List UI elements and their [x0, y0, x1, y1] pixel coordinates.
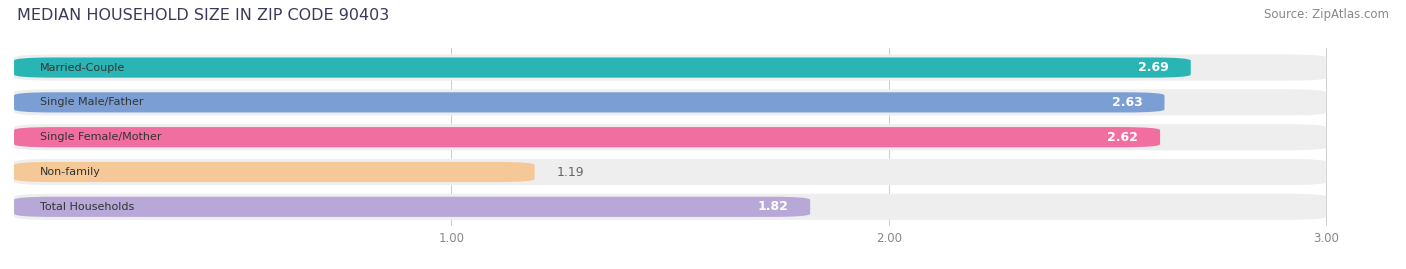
- Text: Single Female/Mother: Single Female/Mother: [41, 132, 162, 142]
- FancyBboxPatch shape: [14, 197, 810, 217]
- FancyBboxPatch shape: [14, 162, 534, 182]
- Text: 2.63: 2.63: [1112, 96, 1143, 109]
- FancyBboxPatch shape: [14, 124, 1326, 150]
- FancyBboxPatch shape: [14, 58, 1191, 78]
- Text: 2.69: 2.69: [1137, 61, 1168, 74]
- Text: Source: ZipAtlas.com: Source: ZipAtlas.com: [1264, 8, 1389, 21]
- Text: Single Male/Father: Single Male/Father: [41, 97, 143, 107]
- FancyBboxPatch shape: [14, 55, 1326, 81]
- Text: Total Households: Total Households: [41, 202, 135, 212]
- FancyBboxPatch shape: [14, 92, 1164, 112]
- FancyBboxPatch shape: [14, 127, 1160, 147]
- Text: 2.62: 2.62: [1108, 131, 1139, 144]
- Text: 1.19: 1.19: [557, 165, 583, 179]
- Text: Non-family: Non-family: [41, 167, 101, 177]
- Text: MEDIAN HOUSEHOLD SIZE IN ZIP CODE 90403: MEDIAN HOUSEHOLD SIZE IN ZIP CODE 90403: [17, 8, 389, 23]
- FancyBboxPatch shape: [14, 89, 1326, 115]
- Text: 1.82: 1.82: [758, 200, 789, 213]
- FancyBboxPatch shape: [14, 194, 1326, 220]
- FancyBboxPatch shape: [14, 159, 1326, 185]
- Text: Married-Couple: Married-Couple: [41, 63, 125, 73]
